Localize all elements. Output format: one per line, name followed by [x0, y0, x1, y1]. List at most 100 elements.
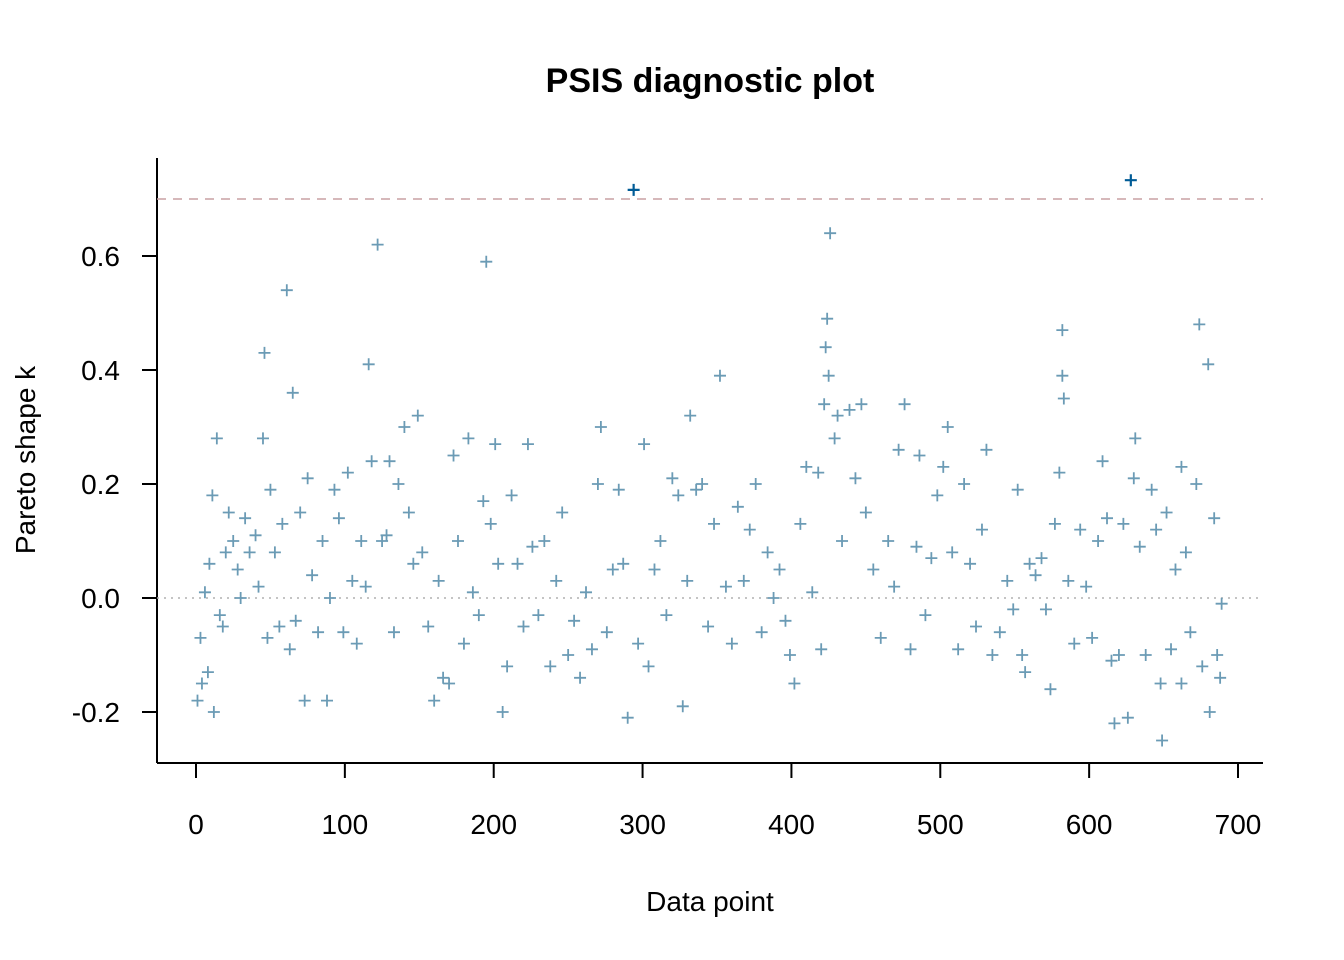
- data-point: [773, 563, 786, 576]
- data-point: [806, 586, 819, 599]
- data-point: [1029, 569, 1042, 582]
- data-point: [261, 631, 274, 644]
- data-point: [755, 626, 768, 639]
- data-point: [749, 478, 762, 490]
- x-tick-label: 400: [768, 809, 815, 840]
- data-point: [1203, 706, 1216, 718]
- data-point: [910, 540, 923, 553]
- data-point: [1023, 557, 1036, 570]
- data-point: [216, 620, 229, 633]
- x-tick-label: 200: [470, 809, 517, 840]
- data-point: [788, 677, 801, 690]
- data-point: [1035, 552, 1048, 565]
- data-point: [256, 432, 269, 445]
- data-point: [1101, 512, 1114, 525]
- data-point: [794, 517, 807, 530]
- data-point: [1108, 717, 1121, 730]
- data-point: [501, 660, 514, 673]
- data-point: [702, 620, 715, 633]
- data-point: [594, 421, 607, 433]
- data-point: [1156, 734, 1169, 747]
- data-point: [1117, 517, 1130, 530]
- data-point: [1080, 580, 1093, 593]
- data-point: [713, 369, 726, 382]
- data-point: [681, 574, 694, 587]
- data-point: [273, 620, 286, 633]
- data-point: [1160, 506, 1173, 519]
- data-point: [416, 546, 429, 559]
- data-point: [437, 671, 450, 684]
- data-point: [888, 580, 901, 593]
- data-point: [489, 438, 502, 451]
- data-point: [642, 660, 655, 673]
- data-point: [828, 432, 841, 445]
- data-point: [958, 478, 971, 490]
- data-point: [492, 557, 505, 570]
- data-point: [362, 358, 375, 371]
- data-point: [484, 517, 497, 530]
- data-point: [1007, 603, 1020, 616]
- data-point: [1057, 392, 1070, 405]
- data-point: [574, 671, 587, 684]
- data-point: [1211, 649, 1224, 661]
- data-point: [286, 386, 299, 399]
- data-point: [466, 586, 479, 599]
- data-point: [365, 455, 378, 468]
- data-point: [1175, 677, 1188, 690]
- data-point: [904, 643, 917, 656]
- data-point: [1048, 517, 1061, 530]
- data-point: [219, 546, 232, 559]
- data-point: [398, 421, 411, 433]
- y-tick-label: 0.6: [81, 241, 120, 272]
- x-axis-label: Data point: [646, 886, 774, 917]
- x-ticks: 0 100 200 300 400 500 600 700: [188, 763, 1261, 840]
- data-point-flagged: [1124, 174, 1137, 187]
- data-point: [380, 529, 393, 542]
- data-point: [496, 706, 509, 718]
- data-point: [1145, 483, 1158, 496]
- data-point: [1129, 432, 1142, 445]
- data-point: [612, 483, 625, 496]
- data-point: [472, 609, 485, 622]
- data-point: [1190, 478, 1203, 490]
- data-point: [672, 489, 685, 502]
- data-point: [1154, 677, 1167, 690]
- data-point: [407, 557, 420, 570]
- data-point: [387, 626, 400, 639]
- data-point: [731, 500, 744, 513]
- data-point: [1202, 358, 1215, 371]
- data-point: [359, 580, 372, 593]
- data-point: [206, 489, 219, 502]
- data-point: [556, 506, 569, 519]
- data-point: [328, 483, 341, 496]
- data-point: [580, 586, 593, 599]
- data-point: [432, 574, 445, 587]
- points: [191, 174, 1228, 747]
- data-point: [451, 535, 464, 547]
- data-point: [392, 478, 405, 490]
- data-point: [568, 614, 581, 627]
- data-point: [477, 495, 490, 508]
- data-point: [346, 574, 359, 587]
- data-point: [350, 637, 363, 650]
- data-point: [654, 535, 667, 547]
- data-point: [521, 438, 534, 451]
- data-point: [294, 506, 307, 519]
- data-point: [1105, 654, 1118, 667]
- data-point: [882, 535, 895, 547]
- y-tick-label: 0.2: [81, 469, 120, 500]
- data-point: [264, 483, 277, 496]
- data-point: [1086, 631, 1099, 644]
- data-point: [818, 398, 831, 411]
- data-point: [849, 472, 862, 485]
- data-point: [812, 466, 825, 479]
- data-point: [462, 432, 475, 445]
- data-point: [1150, 523, 1163, 536]
- data-point: [1196, 660, 1209, 673]
- data-point: [800, 460, 813, 473]
- data-point: [1112, 649, 1125, 661]
- data-point: [761, 546, 774, 559]
- data-point: [276, 517, 289, 530]
- data-point-flagged: [627, 183, 640, 196]
